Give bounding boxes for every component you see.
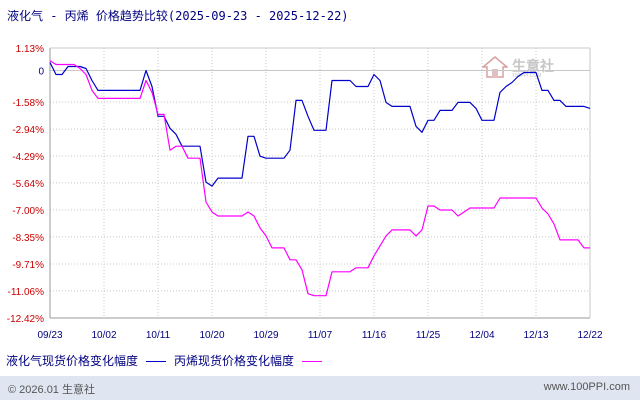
x-tick-label: 10/02: [91, 330, 116, 341]
x-tick-labels: 09/23 10/02 10/11 10/20 10/29 11/07 11/16 11/25…: [37, 330, 602, 341]
x-tick-label: 10/29: [253, 330, 278, 341]
house-icon: [482, 56, 508, 78]
footer-url: www.100PPI.com: [543, 381, 630, 393]
y-tick-label: -12.42%: [7, 314, 44, 325]
y-tick-label: -7.00%: [12, 206, 44, 217]
x-tick-label: 09/23: [37, 330, 62, 341]
y-tick-label: -8.35%: [12, 233, 44, 244]
footer-copyright: © 2026.01 生意社: [8, 384, 95, 396]
grid-lines: [49, 47, 591, 319]
x-tick-label: 10/11: [146, 330, 171, 341]
y-tick-labels: 1.13% 0 -1.58% -2.94% -4.29% -5.64% -7.00% -8.3…: [7, 44, 45, 325]
series-line-2: [49, 60, 590, 297]
x-tick-label: 12/04: [469, 330, 494, 341]
legend: 液化气现货价格变化幅度 丙烯现货价格变化幅度: [6, 352, 330, 369]
x-tick-label: 10/20: [199, 330, 224, 341]
legend-label-series2: 丙烯现货价格变化幅度: [174, 354, 295, 368]
chart-title: 液化气 - 丙烯 价格趋势比较(2025-09-23 - 2025-12-22): [7, 9, 349, 23]
legend-swatch-series2: [302, 361, 323, 362]
legend-label-series1: 液化气现货价格变化幅度: [6, 354, 139, 368]
x-tick-label: 12/22: [577, 330, 602, 341]
y-tick-label: 1.13%: [16, 44, 44, 55]
x-tick-label: 11/07: [308, 330, 333, 341]
x-tick-label: 11/16: [362, 330, 387, 341]
y-tick-label: -5.64%: [12, 179, 44, 190]
y-tick-label: -1.58%: [12, 98, 44, 109]
y-tick-label: -9.71%: [12, 260, 44, 271]
legend-swatch-series1: [146, 361, 167, 362]
y-tick-label: 0: [38, 67, 44, 78]
y-tick-label: -2.94%: [12, 125, 44, 136]
y-tick-label: -11.06%: [7, 287, 44, 298]
series-line-1: [49, 62, 591, 187]
x-tick-label: 12/13: [523, 330, 548, 341]
watermark-subtext: 100PPI.COM: [512, 73, 542, 79]
x-tick-label: 11/25: [416, 330, 441, 341]
series-lines: [49, 60, 591, 297]
footer-bar: © 2026.01 生意社 www.100PPI.com: [0, 376, 640, 400]
axes: [49, 47, 591, 319]
y-tick-label: -4.29%: [12, 152, 44, 163]
